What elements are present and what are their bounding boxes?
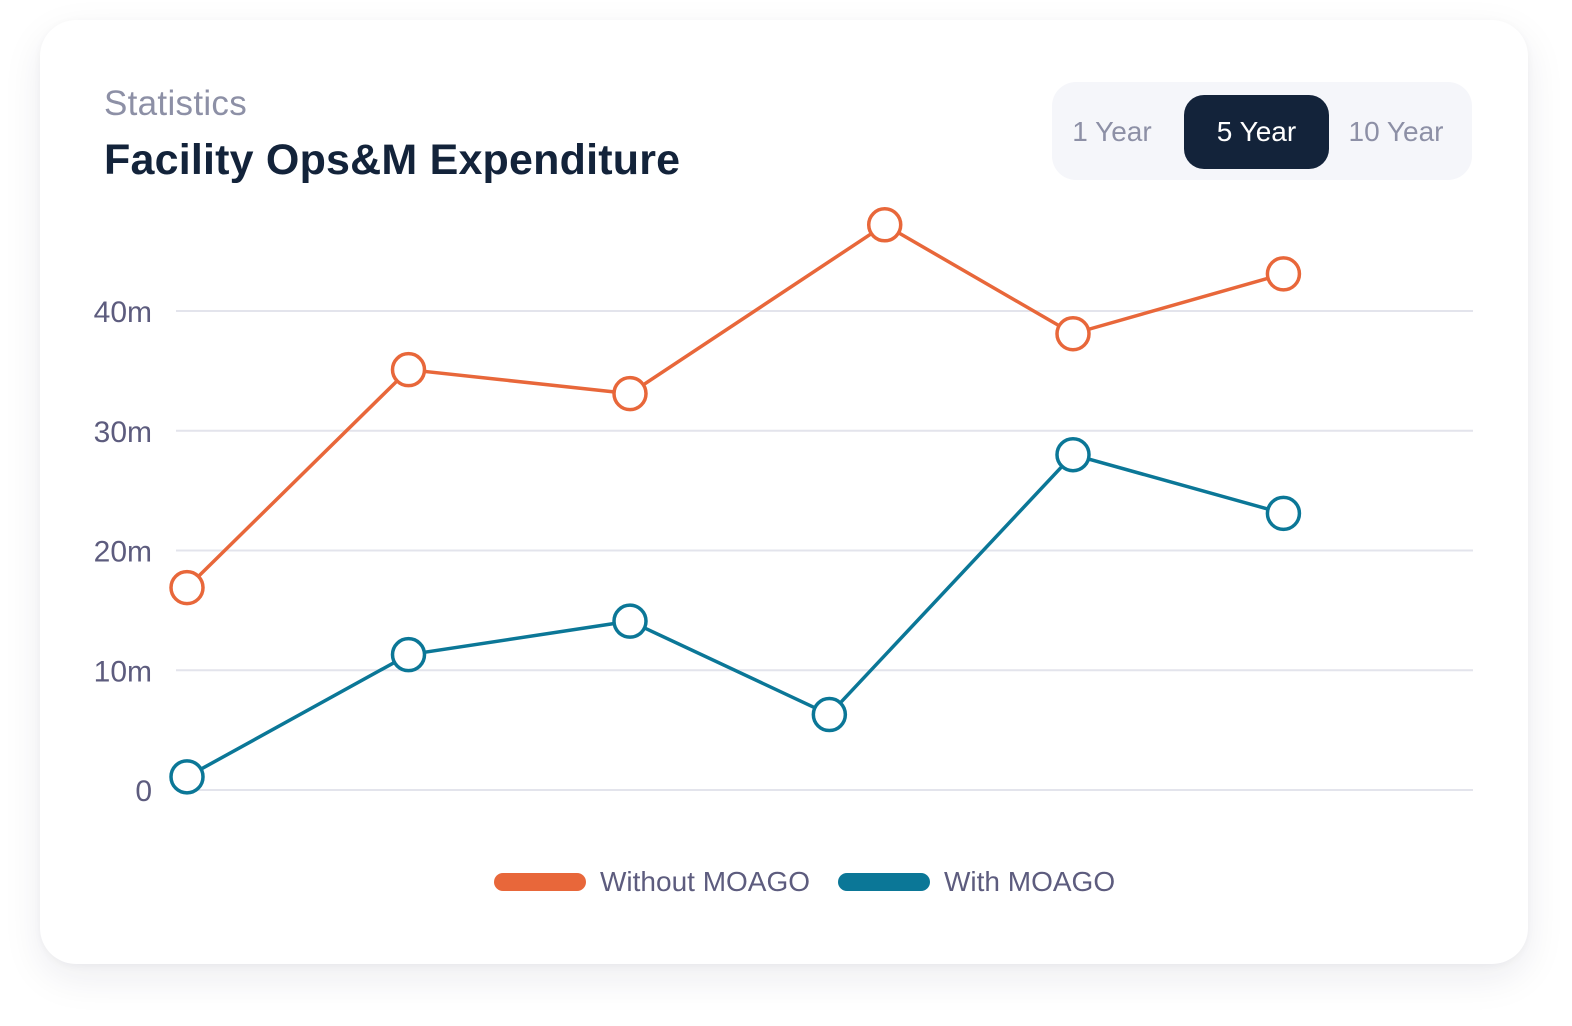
y-tick-label: 20m — [94, 536, 152, 569]
range-selector: 1 Year 5 Year 10 Year — [1052, 82, 1472, 180]
data-point-with-moago — [1055, 436, 1091, 473]
card-eyebrow: Statistics — [104, 84, 248, 123]
data-point-without-moago — [1265, 256, 1302, 292]
data-point-without-moago — [169, 569, 205, 606]
data-point-with-moago — [612, 603, 648, 639]
legend-swatch-without-moago — [494, 873, 586, 891]
range-option-10-year[interactable]: 10 Year — [1348, 116, 1444, 147]
legend-label-without-moago: Without MOAGO — [600, 866, 811, 897]
chart-title: Facility Ops&M Expenditure — [104, 136, 681, 184]
data-point-with-moago — [811, 696, 848, 733]
y-tick-label: 10m — [94, 655, 152, 688]
legend-swatch-with-moago — [838, 873, 930, 891]
range-option-5-year[interactable]: 5 Year — [1184, 95, 1329, 169]
series-line-with-moago — [185, 452, 1286, 779]
y-tick-label: 40m — [94, 296, 152, 329]
data-point-without-moago — [612, 375, 648, 412]
y-tick-label: 0 — [135, 775, 152, 808]
series-line-without-moago — [185, 223, 1286, 590]
chart-legend: Without MOAGO With MOAGO — [0, 862, 1572, 902]
y-tick-label: 30m — [94, 416, 152, 449]
legend-label-with-moago: With MOAGO — [944, 866, 1116, 897]
data-point-without-moago — [1055, 316, 1091, 352]
legend-item-with-moago: With MOAGO — [838, 862, 1115, 902]
data-point-without-moago — [866, 207, 903, 243]
legend-item-without-moago: Without MOAGO — [494, 862, 810, 902]
data-point-with-moago — [390, 636, 427, 673]
data-point-without-moago — [390, 351, 427, 388]
data-point-with-moago — [1265, 495, 1302, 532]
data-point-with-moago — [169, 759, 205, 795]
range-option-1-year[interactable]: 1 Year — [1072, 116, 1152, 147]
